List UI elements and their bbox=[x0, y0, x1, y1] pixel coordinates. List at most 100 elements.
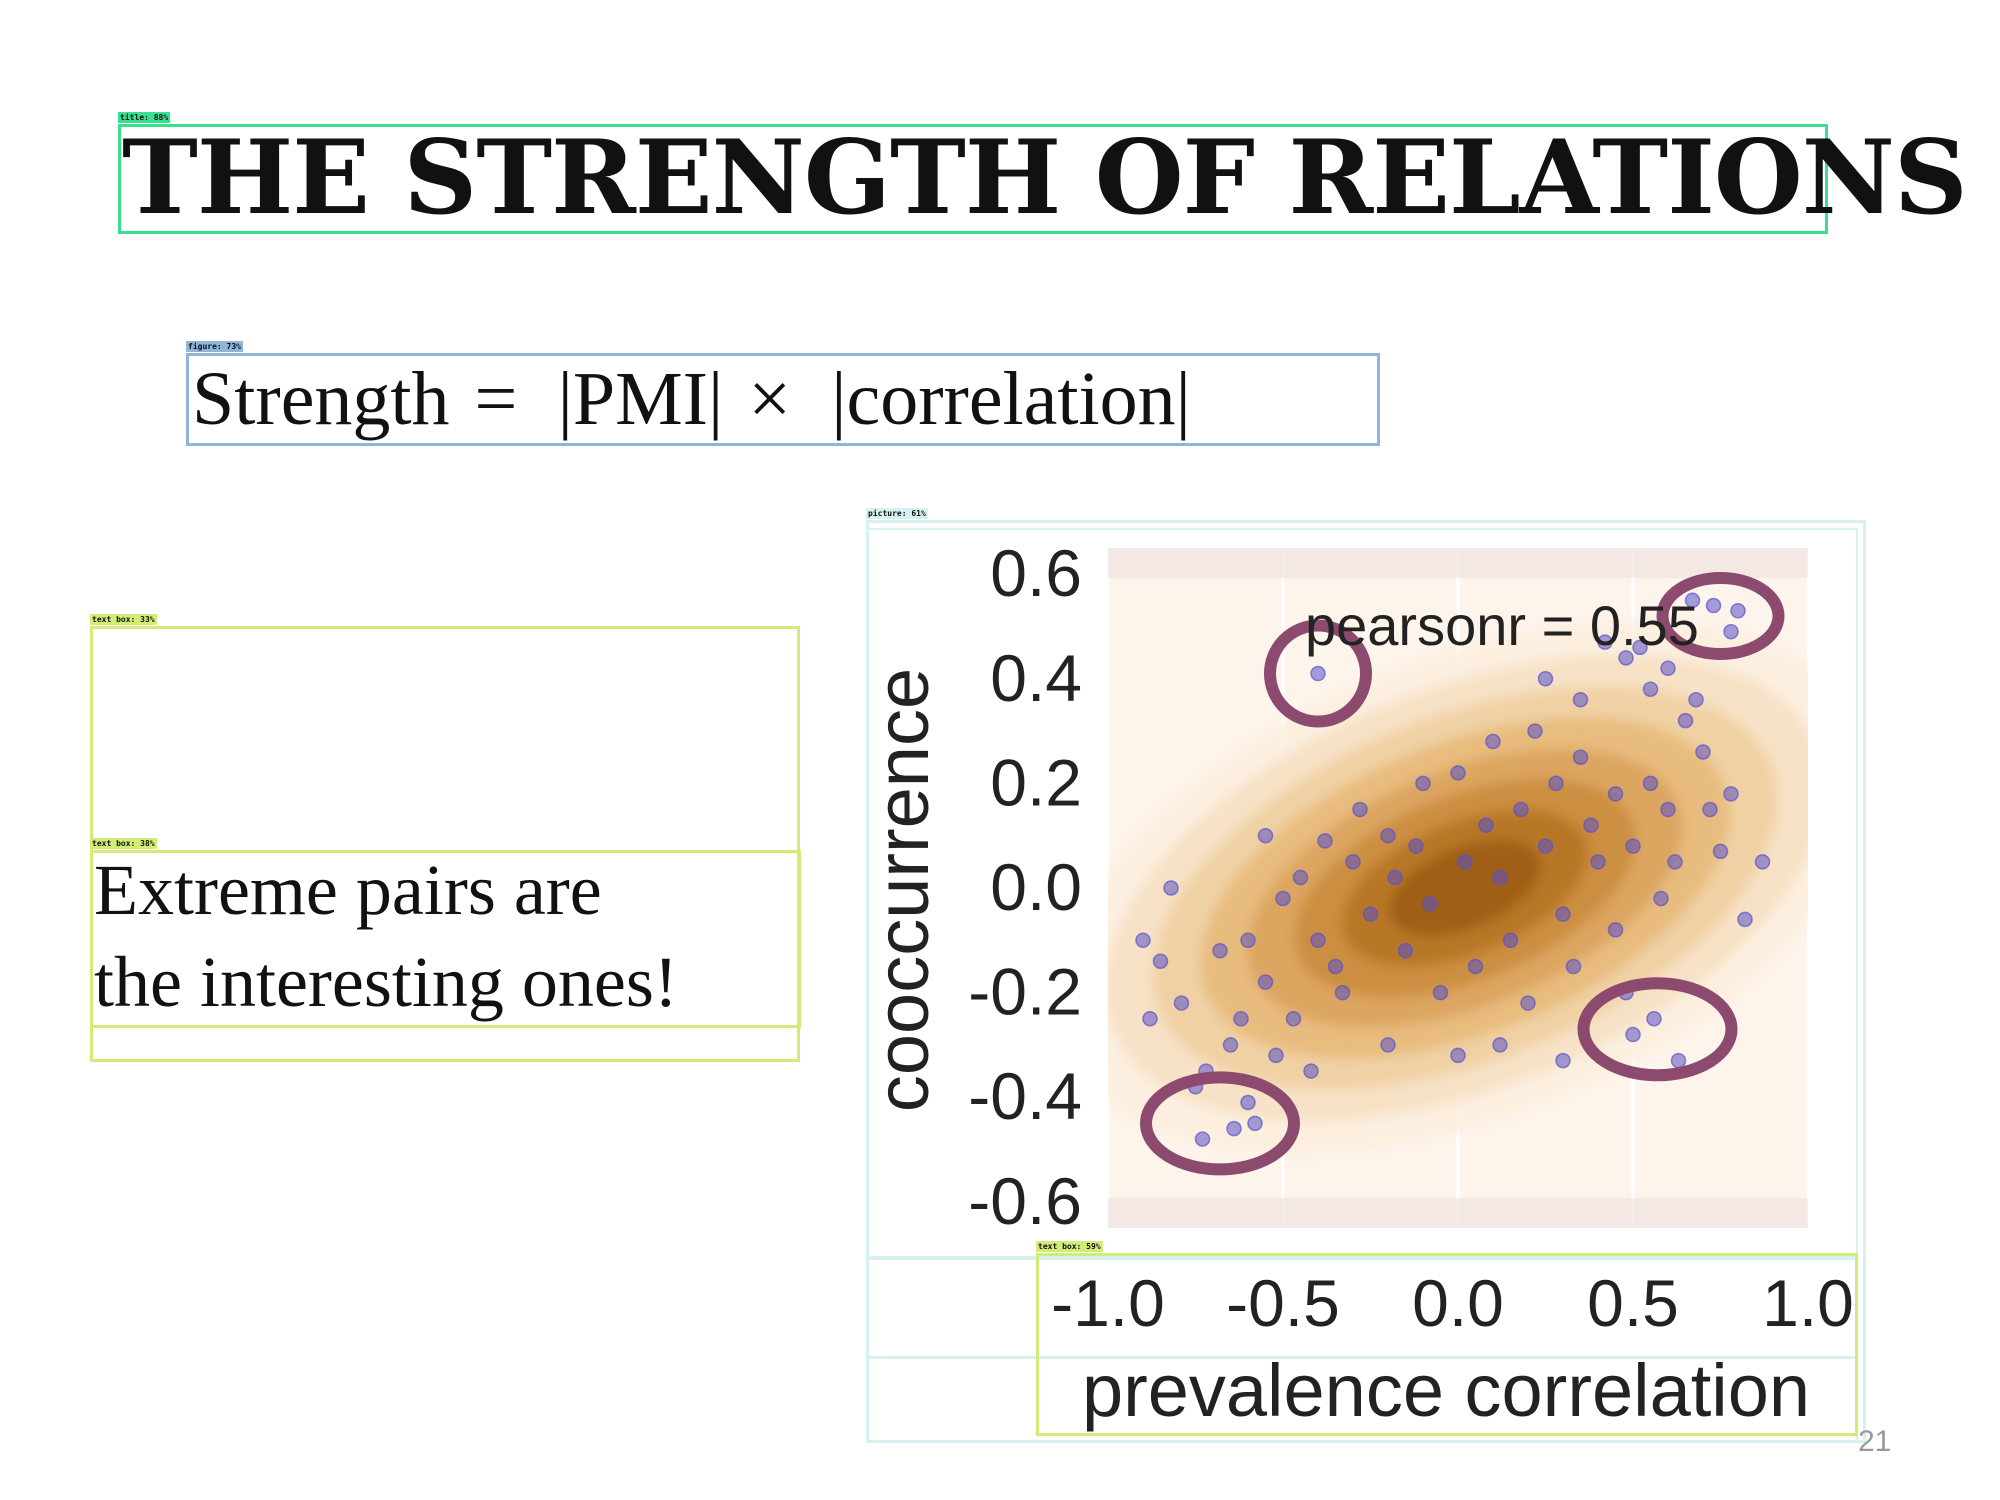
data-point-52 bbox=[1310, 932, 1326, 949]
data-point-44 bbox=[1660, 801, 1676, 818]
highlight-circle-3 bbox=[1140, 1071, 1300, 1176]
data-point-53 bbox=[1275, 890, 1291, 907]
callout-line-2: the interesting ones! bbox=[94, 942, 678, 1022]
data-point-4 bbox=[1240, 1094, 1256, 1111]
data-point-35 bbox=[1345, 854, 1361, 870]
data-point-23 bbox=[1555, 1052, 1571, 1069]
data-point-40 bbox=[1527, 723, 1543, 739]
data-point-84 bbox=[1135, 932, 1151, 949]
data-point-65 bbox=[1422, 895, 1438, 912]
x-tick-label-3: 0.5 bbox=[1587, 1266, 1679, 1340]
data-point-18 bbox=[1712, 843, 1729, 860]
data-point-7 bbox=[1705, 597, 1722, 614]
data-point-11 bbox=[1646, 1011, 1662, 1027]
x-tick-label-1: -0.5 bbox=[1226, 1266, 1340, 1340]
data-point-83 bbox=[1152, 953, 1169, 969]
data-point-33 bbox=[1285, 1011, 1302, 1027]
title-detection-label: title: 88% bbox=[118, 112, 171, 123]
data-point-74 bbox=[1268, 1047, 1284, 1064]
data-point-16 bbox=[1572, 691, 1589, 708]
data-point-20 bbox=[1702, 801, 1718, 818]
data-point-55 bbox=[1212, 943, 1228, 959]
data-point-17 bbox=[1695, 744, 1711, 760]
y-tick-label-0: 0.6 bbox=[990, 536, 1082, 610]
data-point-34 bbox=[1327, 958, 1344, 975]
data-point-21 bbox=[1667, 854, 1683, 870]
textbox-detection-box-3 bbox=[1036, 1253, 1858, 1436]
data-point-61 bbox=[1537, 838, 1554, 854]
data-point-70 bbox=[1565, 958, 1582, 975]
figure-detection-label: figure: 73% bbox=[186, 341, 243, 352]
data-point-54 bbox=[1240, 932, 1256, 949]
data-point-27 bbox=[1317, 833, 1333, 849]
data-point-50 bbox=[1397, 943, 1414, 959]
data-point-63 bbox=[1625, 838, 1641, 854]
data-point-72 bbox=[1653, 890, 1669, 907]
data-point-69 bbox=[1387, 869, 1403, 886]
y-axis-label: cooccurrence bbox=[861, 668, 944, 1112]
density-level-7 bbox=[1389, 840, 1541, 936]
data-point-68 bbox=[1548, 775, 1564, 792]
data-point-6 bbox=[1684, 592, 1701, 609]
data-point-0 bbox=[1194, 1131, 1211, 1147]
textbox-detection-label-1: text box: 33% bbox=[90, 614, 157, 625]
data-point-24 bbox=[1520, 995, 1536, 1011]
data-point-25 bbox=[1380, 1037, 1396, 1053]
highlight-circle-0 bbox=[1264, 619, 1372, 728]
data-point-32 bbox=[1257, 974, 1274, 990]
data-point-67 bbox=[1334, 984, 1351, 1001]
y-tick-label-6: -0.6 bbox=[968, 1164, 1082, 1238]
figure-detection-box bbox=[186, 353, 1380, 446]
data-point-66 bbox=[1513, 801, 1529, 818]
data-point-62 bbox=[1583, 817, 1599, 833]
data-point-31 bbox=[1163, 880, 1179, 896]
data-point-57 bbox=[1352, 801, 1368, 818]
y-tick-label-1: 0.4 bbox=[990, 641, 1082, 715]
data-point-80 bbox=[1537, 671, 1554, 687]
strength-formula: Strength = |PMI| × |correlation| bbox=[192, 357, 1191, 441]
x-tick-label-2: 0.0 bbox=[1412, 1266, 1504, 1340]
data-point-79 bbox=[1642, 681, 1659, 697]
data-point-29 bbox=[1222, 1037, 1239, 1053]
data-point-43 bbox=[1642, 775, 1659, 792]
slide-title: THE STRENGTH OF RELATIONS bbox=[122, 118, 1968, 238]
data-point-56 bbox=[1292, 869, 1309, 886]
data-point-87 bbox=[1723, 786, 1739, 802]
data-point-39 bbox=[1485, 733, 1501, 750]
data-point-81 bbox=[1660, 660, 1676, 677]
data-point-37 bbox=[1415, 775, 1431, 792]
textbox-detection-box-2 bbox=[90, 850, 801, 1028]
data-point-59 bbox=[1457, 854, 1473, 870]
callout-text: Extreme pairs are the interesting ones! bbox=[94, 844, 814, 1028]
data-point-78 bbox=[1677, 712, 1694, 729]
data-point-75 bbox=[1303, 1063, 1319, 1079]
data-point-71 bbox=[1607, 922, 1624, 938]
data-point-46 bbox=[1555, 906, 1571, 922]
data-point-9 bbox=[1723, 623, 1739, 640]
data-point-19 bbox=[1754, 854, 1771, 870]
data-point-41 bbox=[1572, 749, 1589, 765]
data-point-49 bbox=[1432, 984, 1449, 1001]
data-point-85 bbox=[1142, 1011, 1158, 1027]
highlight-circle-2 bbox=[1577, 977, 1738, 1082]
data-point-1 bbox=[1226, 1120, 1242, 1137]
title-detection-box bbox=[118, 124, 1828, 234]
data-point-14 bbox=[1618, 650, 1634, 666]
data-point-38 bbox=[1450, 765, 1466, 781]
picture-detection-label: picture: 61% bbox=[866, 508, 928, 519]
y-tick-label-2: 0.2 bbox=[990, 745, 1082, 819]
data-point-51 bbox=[1362, 906, 1379, 922]
data-point-42 bbox=[1607, 786, 1624, 802]
data-point-2 bbox=[1247, 1115, 1263, 1132]
data-point-45 bbox=[1590, 854, 1606, 870]
plot-bottom-band bbox=[1108, 1198, 1808, 1228]
data-point-76 bbox=[1450, 1047, 1466, 1064]
highlight-circles bbox=[1140, 572, 1785, 1176]
data-point-30 bbox=[1173, 995, 1190, 1011]
plot-top-band bbox=[1108, 548, 1808, 578]
y-axis-ticks: 0.6 0.4 0.2 0.0 -0.2 -0.4 -0.6 bbox=[968, 536, 1082, 1238]
callout-line-1: Extreme pairs are bbox=[94, 850, 602, 930]
data-point-86 bbox=[1737, 911, 1753, 928]
data-point-12 bbox=[1670, 1052, 1687, 1069]
